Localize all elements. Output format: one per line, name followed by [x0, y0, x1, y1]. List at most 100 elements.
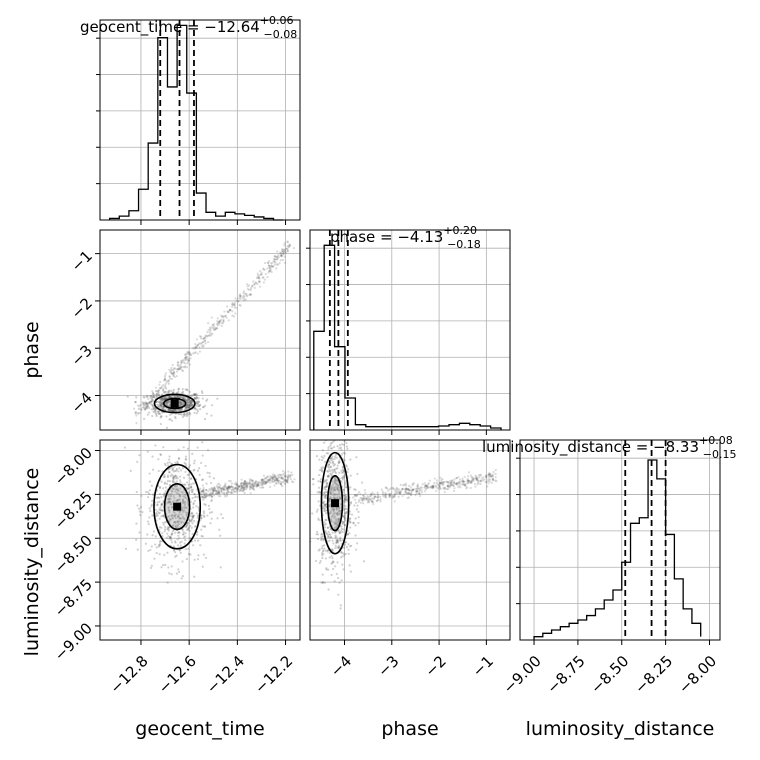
sample-point [449, 484, 452, 487]
sample-point [238, 293, 242, 296]
sample-point [268, 476, 271, 480]
sample-point [324, 490, 327, 494]
sample-point [151, 389, 154, 393]
sample-point [151, 396, 154, 399]
sample-point [184, 353, 187, 356]
sample-point [445, 487, 448, 491]
sample-point [330, 492, 333, 495]
sample-point [235, 489, 239, 492]
sample-point [280, 476, 283, 480]
sample-point [188, 403, 191, 407]
sample-point [333, 479, 337, 482]
sample-point [321, 556, 324, 560]
sample-point [286, 250, 289, 253]
sample-point [365, 497, 368, 500]
sample-point [176, 523, 179, 526]
sample-point [416, 487, 419, 490]
sample-point [216, 320, 219, 323]
sample-point [194, 345, 197, 348]
sample-point [187, 351, 190, 354]
sample-point [405, 487, 408, 490]
sample-point [154, 412, 157, 415]
sample-point [407, 496, 410, 499]
sample-point [329, 461, 332, 464]
sample-point [146, 395, 150, 398]
sample-point [240, 478, 243, 481]
sample-point [468, 480, 471, 483]
sample-point [373, 496, 376, 499]
sample-point [188, 404, 191, 407]
sample-point [176, 395, 179, 398]
sample-point [169, 467, 172, 470]
sample-point [174, 477, 178, 480]
sample-point [484, 480, 487, 484]
sample-point [174, 526, 177, 529]
sample-point [201, 490, 205, 493]
sample-point [177, 470, 180, 473]
sample-point [184, 362, 187, 365]
sample-point [331, 486, 334, 489]
sample-point [164, 563, 167, 567]
sample-point [242, 489, 245, 492]
sample-point [338, 531, 341, 534]
sample-point [267, 271, 270, 274]
sample-point [175, 370, 179, 373]
sample-point [162, 523, 165, 526]
sample-point [243, 486, 246, 489]
sample-point [137, 412, 140, 415]
sample-point [189, 553, 192, 556]
sample-point [157, 400, 160, 403]
sample-point [319, 491, 322, 494]
sample-point [200, 461, 203, 465]
sample-point [357, 500, 360, 503]
sample-point [165, 415, 168, 418]
sample-point [220, 314, 223, 317]
sample-point [272, 475, 275, 478]
sample-point [258, 280, 261, 283]
sample-point [212, 494, 216, 497]
sample-point [176, 361, 180, 364]
sample-point [424, 484, 427, 487]
sample-point [189, 404, 192, 407]
sample-point [334, 432, 336, 434]
sample-point [332, 464, 335, 467]
sample-point [332, 542, 335, 545]
sample-point [277, 263, 280, 266]
sample-point [333, 487, 336, 491]
sample-point [450, 481, 453, 484]
sample-point [170, 503, 173, 506]
sample-point [226, 310, 230, 314]
sample-point [172, 466, 175, 469]
sample-point [329, 466, 332, 469]
sample-point [171, 409, 175, 413]
sample-point [164, 374, 167, 377]
sample-point [208, 334, 211, 337]
sample-point [341, 563, 344, 566]
sample-point [204, 496, 207, 499]
sample-point [195, 505, 198, 508]
sample-point [177, 395, 181, 398]
sample-point [337, 544, 341, 547]
sample-point [241, 297, 244, 300]
sample-point [174, 555, 177, 558]
sample-point [458, 480, 461, 484]
sample-point [355, 508, 359, 511]
sample-point [291, 473, 294, 477]
sample-point [286, 481, 289, 484]
sample-point [410, 491, 413, 495]
sample-point [289, 478, 292, 481]
sample-point [159, 508, 162, 512]
sample-point [178, 467, 181, 470]
sample-point [167, 379, 170, 382]
sample-point [184, 547, 187, 551]
sample-point [207, 322, 210, 325]
sample-point [324, 460, 327, 463]
sample-point [192, 469, 195, 472]
sample-point [176, 477, 179, 480]
sample-point [231, 303, 234, 306]
sample-point [321, 449, 324, 452]
sample-point [158, 403, 161, 406]
sample-point [473, 477, 476, 480]
sample-point [168, 395, 171, 398]
sample-point [340, 525, 343, 528]
